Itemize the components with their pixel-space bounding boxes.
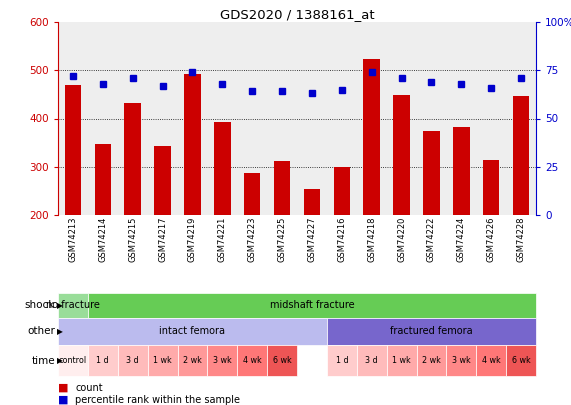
Text: GSM74218: GSM74218 xyxy=(367,217,376,262)
Bar xyxy=(178,345,207,376)
Text: GSM74215: GSM74215 xyxy=(128,217,137,262)
Bar xyxy=(184,74,200,215)
Text: 1 wk: 1 wk xyxy=(392,356,411,365)
Text: 1 wk: 1 wk xyxy=(153,356,172,365)
Bar xyxy=(423,130,440,215)
Text: GSM74221: GSM74221 xyxy=(218,217,227,262)
Bar xyxy=(58,345,88,376)
Text: count: count xyxy=(75,383,103,393)
Bar xyxy=(453,127,469,215)
Text: fractured femora: fractured femora xyxy=(390,326,473,337)
Bar xyxy=(58,318,327,345)
Bar xyxy=(506,345,536,376)
Bar xyxy=(207,345,237,376)
Bar xyxy=(95,144,111,215)
Bar xyxy=(416,345,447,376)
Text: GSM74216: GSM74216 xyxy=(337,217,347,262)
Text: GDS2020 / 1388161_at: GDS2020 / 1388161_at xyxy=(220,8,375,21)
Text: percentile rank within the sample: percentile rank within the sample xyxy=(75,395,240,405)
Bar xyxy=(393,95,410,215)
Text: GSM74222: GSM74222 xyxy=(427,217,436,262)
Text: GSM74226: GSM74226 xyxy=(486,217,496,262)
Text: ■: ■ xyxy=(58,383,69,393)
Bar xyxy=(148,345,178,376)
Text: intact femora: intact femora xyxy=(159,326,226,337)
Text: other: other xyxy=(27,326,55,337)
Text: shock: shock xyxy=(25,301,55,311)
Bar xyxy=(244,173,260,215)
Bar xyxy=(154,146,171,215)
Text: GSM74213: GSM74213 xyxy=(69,217,78,262)
Bar xyxy=(357,345,387,376)
Bar xyxy=(333,167,350,215)
Bar xyxy=(513,96,529,215)
Text: control: control xyxy=(59,356,87,365)
Text: midshaft fracture: midshaft fracture xyxy=(270,301,354,311)
Text: 2 wk: 2 wk xyxy=(183,356,202,365)
Bar xyxy=(327,318,536,345)
Text: GSM74228: GSM74228 xyxy=(517,217,525,262)
Bar xyxy=(447,345,476,376)
Text: 3 wk: 3 wk xyxy=(452,356,471,365)
Text: 1 d: 1 d xyxy=(336,356,348,365)
Text: time: time xyxy=(31,356,55,365)
Text: 4 wk: 4 wk xyxy=(243,356,262,365)
Text: ▶: ▶ xyxy=(57,327,63,336)
Bar xyxy=(274,161,290,215)
Bar xyxy=(267,345,297,376)
Text: GSM74217: GSM74217 xyxy=(158,217,167,262)
Text: GSM74224: GSM74224 xyxy=(457,217,466,262)
Text: GSM74219: GSM74219 xyxy=(188,217,197,262)
Bar xyxy=(387,345,416,376)
Text: 6 wk: 6 wk xyxy=(273,356,291,365)
Text: GSM74220: GSM74220 xyxy=(397,217,406,262)
Text: 1 d: 1 d xyxy=(96,356,109,365)
Text: ▶: ▶ xyxy=(57,356,63,365)
Text: GSM74214: GSM74214 xyxy=(98,217,107,262)
Bar xyxy=(483,160,500,215)
Text: 3 d: 3 d xyxy=(365,356,378,365)
Bar xyxy=(364,59,380,215)
Text: GSM74223: GSM74223 xyxy=(248,217,257,262)
Text: ▶: ▶ xyxy=(57,301,63,310)
Text: 6 wk: 6 wk xyxy=(512,356,530,365)
Bar xyxy=(476,345,506,376)
Text: GSM74225: GSM74225 xyxy=(278,217,287,262)
Text: 3 d: 3 d xyxy=(126,356,139,365)
Bar xyxy=(237,345,267,376)
Bar xyxy=(118,345,148,376)
Bar xyxy=(327,345,357,376)
Bar xyxy=(304,189,320,215)
Text: 3 wk: 3 wk xyxy=(213,356,232,365)
Text: 4 wk: 4 wk xyxy=(482,356,501,365)
Bar xyxy=(58,293,88,318)
Bar xyxy=(214,122,231,215)
Bar xyxy=(65,85,81,215)
Text: 2 wk: 2 wk xyxy=(422,356,441,365)
Bar xyxy=(124,103,141,215)
Text: GSM74227: GSM74227 xyxy=(307,217,316,262)
Text: ■: ■ xyxy=(58,395,69,405)
Bar xyxy=(88,345,118,376)
Text: no fracture: no fracture xyxy=(46,301,100,311)
